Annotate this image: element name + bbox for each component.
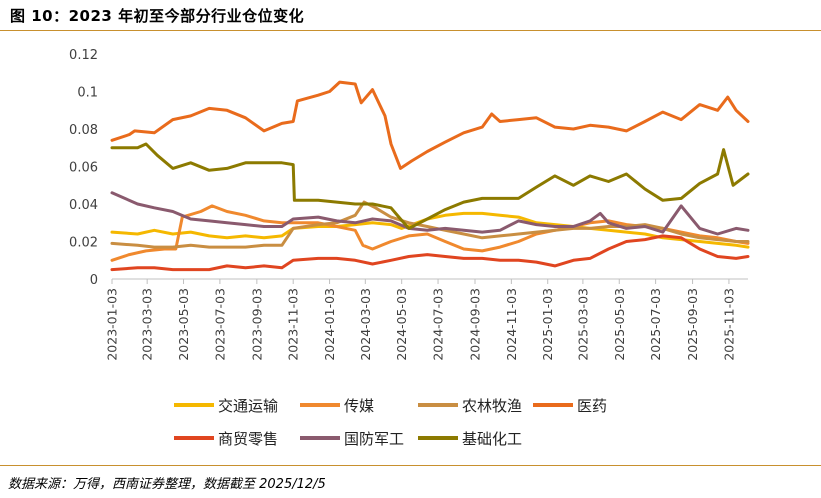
y-tick-label: 0.08 (69, 123, 98, 138)
y-tick-label: 0.02 (69, 236, 98, 251)
series-line-传媒 (110, 204, 750, 262)
x-tick-label: 2023-09-03 (249, 288, 264, 361)
y-tick-label: 0.04 (69, 198, 98, 213)
y-tick-label: 0 (90, 273, 98, 288)
legend-label: 传媒 (344, 397, 374, 415)
series-line-交通运输 (110, 211, 750, 249)
x-tick-label: 2023-03-03 (140, 288, 155, 361)
y-tick-label: 0.12 (69, 48, 98, 63)
legend-label: 农林牧渔 (462, 397, 522, 415)
series-line-基础化工 (110, 142, 750, 230)
x-tick-label: 2024-03-03 (358, 288, 373, 361)
title-divider (0, 30, 821, 31)
y-tick-label: 0.06 (69, 161, 98, 176)
series-line-国防军工 (110, 191, 750, 236)
series-lines (110, 80, 750, 272)
legend-label: 基础化工 (462, 430, 522, 448)
source-divider (0, 465, 821, 466)
source-note: 数据来源：万得，西南证券整理，数据截至 2025/12/5 (8, 477, 326, 492)
y-axis: 0 0.02 0.04 0.06 0.08 0.1 0.12 (69, 48, 98, 288)
x-tick-label: 2025-03-03 (575, 288, 590, 361)
x-tick-label: 2023-01-03 (105, 288, 120, 361)
x-tick-label: 2024-09-03 (468, 288, 483, 361)
x-tick-label: 2025-07-03 (648, 288, 663, 361)
series-line-医药 (110, 80, 750, 170)
x-tick-label: 2024-11-03 (504, 288, 519, 361)
x-tick-label: 2025-11-03 (721, 288, 736, 361)
x-tick-label: 2025-09-03 (685, 288, 700, 361)
x-tick-label: 2023-11-03 (286, 288, 301, 361)
x-tick-label: 2024-05-03 (394, 288, 409, 361)
x-tick-label: 2024-07-03 (431, 288, 446, 361)
x-tick-label: 2025-01-03 (540, 288, 555, 361)
x-axis: 2023-01-03 2023-03-03 2023-05-03 2023-07-03… (105, 278, 748, 361)
y-tick-label: 0.1 (77, 86, 98, 101)
chart-title: 图 10：2023 年初至今部分行业仓位变化 (10, 7, 305, 25)
series-line-农林牧渔 (110, 200, 750, 249)
x-tick-label: 2023-07-03 (212, 288, 227, 361)
legend-label: 医药 (577, 397, 607, 415)
legend-label: 国防军工 (344, 430, 404, 448)
x-tick-label: 2025-05-03 (612, 288, 627, 361)
legend-label: 交通运输 (218, 397, 278, 415)
x-tick-label: 2023-05-03 (176, 288, 191, 361)
x-tick-label: 2024-01-03 (322, 288, 337, 361)
legend-label: 商贸零售 (218, 430, 278, 448)
series-line-商贸零售 (110, 234, 750, 272)
